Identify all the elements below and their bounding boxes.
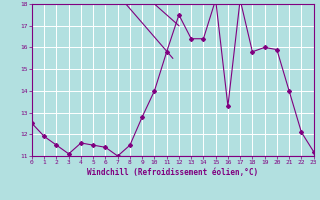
X-axis label: Windchill (Refroidissement éolien,°C): Windchill (Refroidissement éolien,°C) [87,168,258,177]
